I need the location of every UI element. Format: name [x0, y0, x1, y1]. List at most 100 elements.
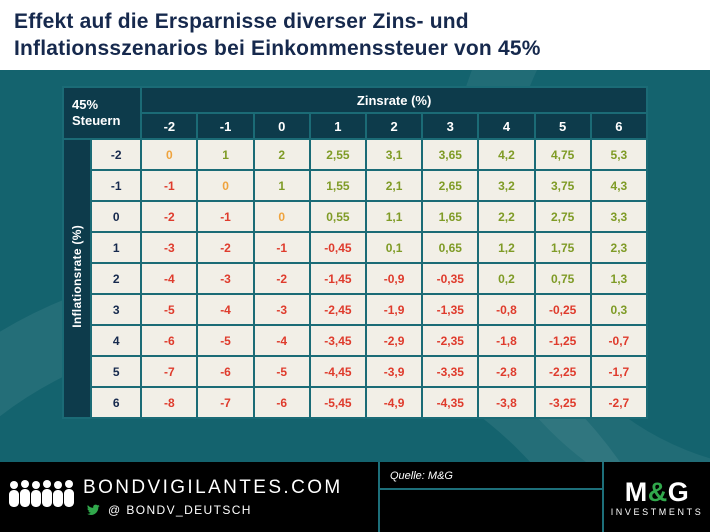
value-cell: 0: [140, 138, 199, 171]
value-cell: 1: [252, 169, 311, 202]
col-header: 2: [364, 112, 424, 140]
mg-logo-ampersand: &: [647, 476, 668, 507]
twitter-handle: @ BONDV_DEUTSCH: [108, 503, 252, 517]
col-header: -1: [196, 112, 255, 140]
col-header: 4: [477, 112, 536, 140]
row-header: 5: [90, 355, 143, 388]
mg-logo-subtitle: INVESTMENTS: [610, 506, 704, 517]
table-row: Inflationsrate (%) -2 0 1 2 2,55 3,1 3,65 4,2 4,7…: [61, 138, 649, 419]
value-cell: -1,25: [533, 324, 592, 357]
zinsrate-group-header: Zinsrate (%): [140, 86, 648, 114]
col-header: 1: [308, 112, 368, 140]
table-body: Inflationsrate (%) -2 0 1 2 2,55 3,1 3,65 4,2 4,7…: [61, 138, 649, 419]
value-cell: 2: [252, 138, 311, 171]
source-label: Quelle: M&G: [380, 462, 602, 490]
value-cell: 0,75: [533, 262, 592, 295]
table-row: 5 -7 -6 -5 -4,45 -3,9 -3,35 -2,8 -2,25 -1,7: [63, 355, 649, 388]
value-cell: -1: [252, 231, 311, 264]
mg-logo: M&G INVESTMENTS: [602, 462, 710, 532]
row-header: 2: [90, 262, 143, 295]
table-row: -1 -1 0 1 1,55 2,1 2,65 3,2 3,75 4,3: [63, 169, 649, 202]
value-cell: 1,75: [533, 231, 592, 264]
footer: BONDVIGILANTES.COM @ BONDV_DEUTSCH Quell…: [0, 462, 710, 532]
value-cell: 3,75: [533, 169, 592, 202]
value-cell: -6: [252, 386, 311, 419]
value-cell: -8: [140, 386, 199, 419]
value-cell: -4,9: [364, 386, 424, 419]
value-cell: 2,1: [364, 169, 424, 202]
value-cell: -4,45: [308, 355, 368, 388]
twitter-row: @ BONDV_DEUTSCH: [83, 503, 343, 517]
col-header: 5: [533, 112, 592, 140]
crowd-icon: [9, 480, 74, 507]
table-row: 2 -4 -3 -2 -1,45 -0,9 -0,35 0,2 0,75 1,3: [63, 262, 649, 295]
value-cell: -3,45: [308, 324, 368, 357]
value-cell: -4: [252, 324, 311, 357]
value-cell: -1: [196, 200, 255, 233]
value-cell: -7: [140, 355, 199, 388]
value-cell: -5: [140, 293, 199, 326]
value-cell: -1,7: [589, 355, 649, 388]
value-cell: 3,65: [421, 138, 480, 171]
row-header: 6: [90, 386, 143, 419]
tax-corner-cell: 45% Steuern: [61, 86, 143, 140]
title-line-1: Effekt auf die Ersparnisse diverser Zins…: [14, 10, 469, 33]
row-header: 4: [90, 324, 143, 357]
site-name: BONDVIGILANTES.COM: [83, 477, 343, 498]
row-header: -1: [90, 169, 143, 202]
value-cell: 3,3: [589, 200, 649, 233]
value-cell: 0,65: [421, 231, 480, 264]
value-cell: 2,65: [421, 169, 480, 202]
value-cell: 4,3: [589, 169, 649, 202]
value-cell: 2,55: [308, 138, 368, 171]
col-header: -2: [140, 112, 199, 140]
value-cell: -2: [252, 262, 311, 295]
table-row: 6 -8 -7 -6 -5,45 -4,9 -4,35 -3,8 -3,25 -2,7: [63, 386, 649, 419]
value-cell: -4,35: [421, 386, 480, 419]
value-cell: -4: [140, 262, 199, 295]
table-row: 1 -3 -2 -1 -0,45 0,1 0,65 1,2 1,75 2,3: [63, 231, 649, 264]
value-cell: -1: [140, 169, 199, 202]
value-cell: -0,8: [477, 293, 536, 326]
value-cell: 0,2: [477, 262, 536, 295]
footer-source-panel: Quelle: M&G: [378, 462, 602, 532]
value-cell: 1,2: [477, 231, 536, 264]
value-cell: -3: [140, 231, 199, 264]
row-header: 1: [90, 231, 143, 264]
value-cell: -2,45: [308, 293, 368, 326]
value-cell: -2,7: [589, 386, 649, 419]
row-header: -2: [90, 138, 143, 171]
inflationsrate-group-header: Inflationsrate (%): [61, 138, 93, 419]
value-cell: -0,45: [308, 231, 368, 264]
value-cell: 0: [196, 169, 255, 202]
value-cell: -0,7: [589, 324, 649, 357]
value-cell: 3,1: [364, 138, 424, 171]
table-row: 0 -2 -1 0 0,55 1,1 1,65 2,2 2,75 3,3: [63, 200, 649, 233]
value-cell: -3,8: [477, 386, 536, 419]
value-cell: 4,75: [533, 138, 592, 171]
value-cell: -1,45: [308, 262, 368, 295]
value-cell: 0,55: [308, 200, 368, 233]
value-cell: 0,1: [364, 231, 424, 264]
twitter-icon: [86, 504, 100, 515]
value-cell: -2,8: [477, 355, 536, 388]
value-cell: -6: [196, 355, 255, 388]
chart-area: 45% Steuern Zinsrate (%) -2 -1 0 1 2 3 4 5 6 Inf…: [0, 70, 710, 462]
value-cell: 3,2: [477, 169, 536, 202]
col-header: 0: [252, 112, 311, 140]
value-cell: -1,35: [421, 293, 480, 326]
value-cell: -1,8: [477, 324, 536, 357]
table-header-row-1: 45% Steuern Zinsrate (%): [61, 86, 648, 140]
value-cell: -2: [196, 231, 255, 264]
row-header: 0: [90, 200, 143, 233]
table-row: 3 -5 -4 -3 -2,45 -1,9 -1,35 -0,8 -0,25 0,3: [63, 293, 649, 326]
value-cell: 1,55: [308, 169, 368, 202]
inflationsrate-label: Inflationsrate (%): [70, 224, 85, 328]
tax-corner-line-1: 45%: [72, 97, 99, 112]
scenario-table: 45% Steuern Zinsrate (%) -2 -1 0 1 2 3 4 5 6 Inf…: [61, 86, 649, 419]
mg-logo-m: M: [624, 476, 648, 507]
page-title: Effekt auf die Ersparnisse diverser Zins…: [0, 0, 710, 70]
value-cell: 2,75: [533, 200, 592, 233]
value-cell: 0,3: [589, 293, 649, 326]
table-row: 4 -6 -5 -4 -3,45 -2,9 -2,35 -1,8 -1,25 -0,7: [63, 324, 649, 357]
